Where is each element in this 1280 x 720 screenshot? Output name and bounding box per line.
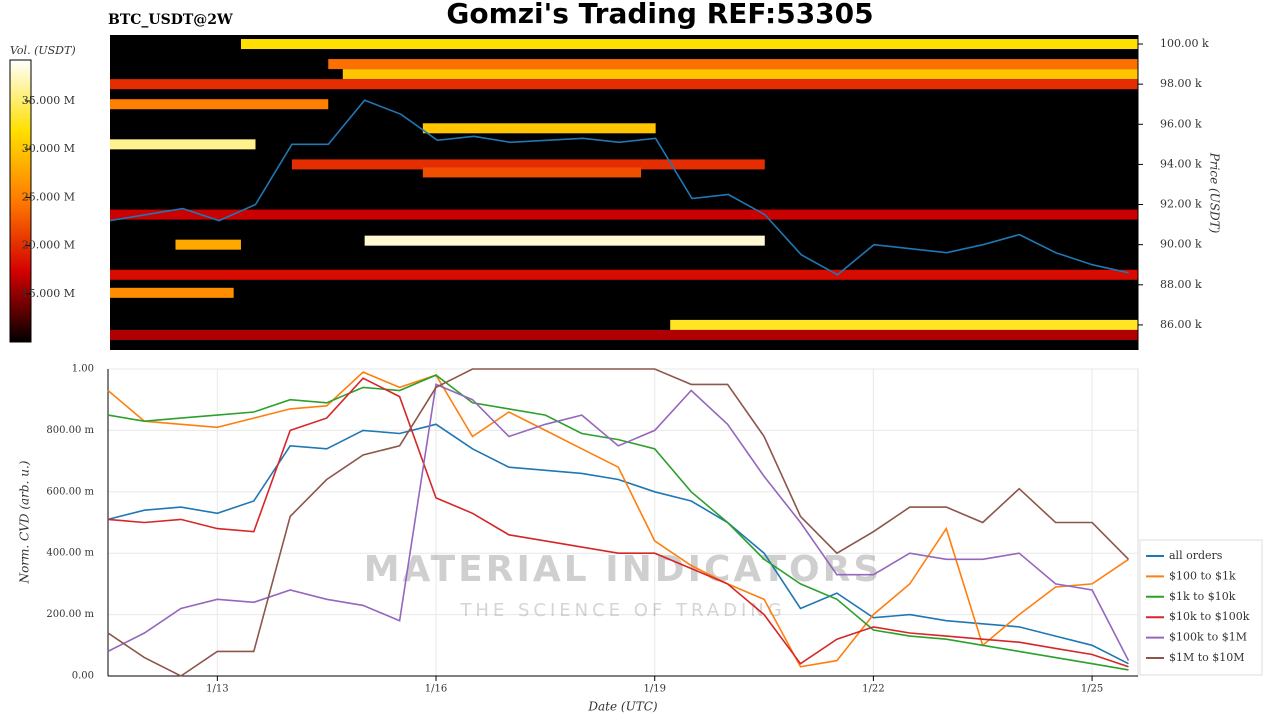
legend-label: $100 to $1k bbox=[1169, 569, 1236, 582]
series-line bbox=[107, 383, 1130, 661]
legend: all orders $100 to $1k $1k to $10k $10k to … bbox=[1139, 539, 1263, 676]
heatmap-cell bbox=[342, 69, 1138, 80]
heatmap-cell bbox=[110, 99, 329, 110]
legend-label: $1k to $10k bbox=[1169, 590, 1236, 603]
watermark-title: MATERIAL INDICATORS bbox=[364, 549, 883, 590]
legend-label: all orders bbox=[1169, 549, 1223, 562]
heatmap-cell bbox=[110, 329, 1138, 340]
y-tick-label: 90.00 k bbox=[1160, 238, 1202, 251]
watermark: MATERIAL INDICATORS THE SCIENCE OF TRADIN… bbox=[364, 549, 883, 621]
heatmap-cell bbox=[240, 39, 1138, 50]
x-tick-label: 1/25 bbox=[1081, 684, 1103, 695]
heatmap-cell bbox=[291, 159, 765, 170]
page-title: Gomzi's Trading REF:53305 bbox=[446, 0, 873, 30]
x-tick-label: 1/16 bbox=[425, 684, 447, 695]
x-tick-label: 1/13 bbox=[206, 684, 228, 695]
colorbar-tick-label: 35.000 M bbox=[22, 94, 75, 107]
x-tick-label: 1/22 bbox=[862, 684, 884, 695]
y-tick-label: 0.00 bbox=[72, 671, 94, 682]
y-tick-label: 200.00 m bbox=[46, 609, 94, 620]
colorbar-tick-label: 25.000 M bbox=[22, 190, 75, 203]
series-line bbox=[107, 377, 1129, 668]
series-line bbox=[107, 371, 1129, 668]
chart-subtitle: BTC_USDT@2W bbox=[108, 12, 233, 28]
heatmap-cell bbox=[110, 209, 1138, 220]
price-line bbox=[109, 99, 1129, 276]
colorbar-tick-label: 20.000 M bbox=[22, 239, 75, 252]
legend-label: $1M to $10M bbox=[1169, 651, 1245, 664]
y-axis-label: Norm. CVD (arb. u.) bbox=[18, 460, 32, 584]
x-tick-label: 1/19 bbox=[643, 684, 665, 695]
y-tick-label: 100.00 k bbox=[1160, 37, 1209, 50]
colorbar-label: Vol. (USDT) bbox=[10, 44, 76, 57]
heatmap-cell bbox=[670, 319, 1138, 330]
y-tick-label: 92.00 k bbox=[1160, 198, 1202, 211]
heatmap-cell bbox=[175, 239, 241, 250]
heatmap-cell bbox=[364, 235, 765, 246]
y-tick-label: 86.00 k bbox=[1160, 318, 1202, 331]
legend-label: $10k to $100k bbox=[1169, 610, 1250, 623]
y-tick-label: 800.00 m bbox=[46, 425, 94, 436]
series-line bbox=[107, 368, 1130, 677]
heatmap-cell bbox=[422, 123, 656, 134]
series-line bbox=[107, 374, 1129, 671]
watermark-subtitle: THE SCIENCE OF TRADING bbox=[459, 600, 785, 621]
heatmap-cell bbox=[110, 287, 234, 298]
y-tick-label: 98.00 k bbox=[1160, 77, 1202, 90]
y-tick-label: 96.00 k bbox=[1160, 117, 1202, 130]
legend-label: $100k to $1M bbox=[1169, 631, 1247, 644]
colorbar-tick-label: 15.000 M bbox=[22, 287, 75, 300]
colorbar-tick-label: 30.000 M bbox=[22, 142, 75, 155]
legend-box bbox=[1139, 539, 1263, 676]
y-tick-label: 94.00 k bbox=[1160, 157, 1202, 170]
y-tick-label: 600.00 m bbox=[46, 486, 94, 497]
colorbar bbox=[9, 59, 32, 343]
heatmap-cell bbox=[328, 59, 1138, 70]
y-tick-label: 88.00 k bbox=[1160, 278, 1202, 291]
y-tick-label: 400.00 m bbox=[46, 548, 94, 559]
heatmap-cell bbox=[422, 167, 642, 178]
y-axis-label: Price (USDT) bbox=[1208, 152, 1222, 234]
heatmap-cell bbox=[110, 269, 1138, 280]
x-axis-label: Date (UTC) bbox=[587, 700, 657, 714]
heatmap-cell bbox=[110, 79, 1138, 90]
heatmap-cell bbox=[110, 139, 256, 150]
y-tick-label: 1.00 bbox=[72, 364, 94, 375]
